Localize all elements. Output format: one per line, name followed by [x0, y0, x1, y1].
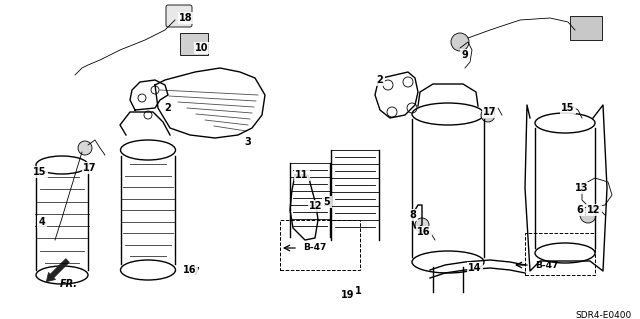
Text: 12: 12 [309, 201, 323, 211]
Text: 17: 17 [483, 107, 497, 117]
Text: 11: 11 [295, 170, 308, 180]
Circle shape [451, 33, 469, 51]
Text: 1: 1 [355, 286, 362, 296]
Text: 4: 4 [38, 217, 45, 227]
Text: 8: 8 [410, 210, 417, 220]
FancyBboxPatch shape [166, 5, 192, 27]
Text: B-47: B-47 [535, 261, 558, 270]
Bar [180, 33, 208, 55]
Text: 10: 10 [195, 43, 209, 53]
Text: 5: 5 [324, 197, 330, 207]
Bar [280, 220, 360, 270]
Text: 18: 18 [179, 13, 193, 23]
Bar [525, 233, 595, 275]
Text: 12: 12 [588, 205, 601, 215]
Text: 17: 17 [83, 163, 97, 173]
Text: 14: 14 [468, 263, 482, 273]
Text: 7: 7 [193, 267, 200, 277]
Circle shape [78, 141, 92, 155]
Text: 2: 2 [164, 103, 172, 113]
Text: 15: 15 [561, 103, 575, 113]
Text: 3: 3 [244, 137, 252, 147]
Bar [570, 16, 602, 40]
Circle shape [415, 218, 429, 232]
Circle shape [481, 108, 495, 122]
Text: 16: 16 [417, 227, 431, 237]
Text: 9: 9 [461, 50, 468, 60]
FancyArrow shape [46, 259, 69, 282]
Text: 2: 2 [376, 75, 383, 85]
Text: FR.: FR. [60, 279, 78, 289]
Text: 6: 6 [577, 205, 584, 215]
Text: B-47: B-47 [303, 243, 326, 253]
Text: 16: 16 [183, 265, 196, 275]
Text: 19: 19 [341, 290, 355, 300]
Circle shape [580, 207, 596, 223]
Text: SDR4-E0400: SDR4-E0400 [576, 311, 632, 319]
Text: 15: 15 [33, 167, 47, 177]
Text: 13: 13 [575, 183, 589, 193]
